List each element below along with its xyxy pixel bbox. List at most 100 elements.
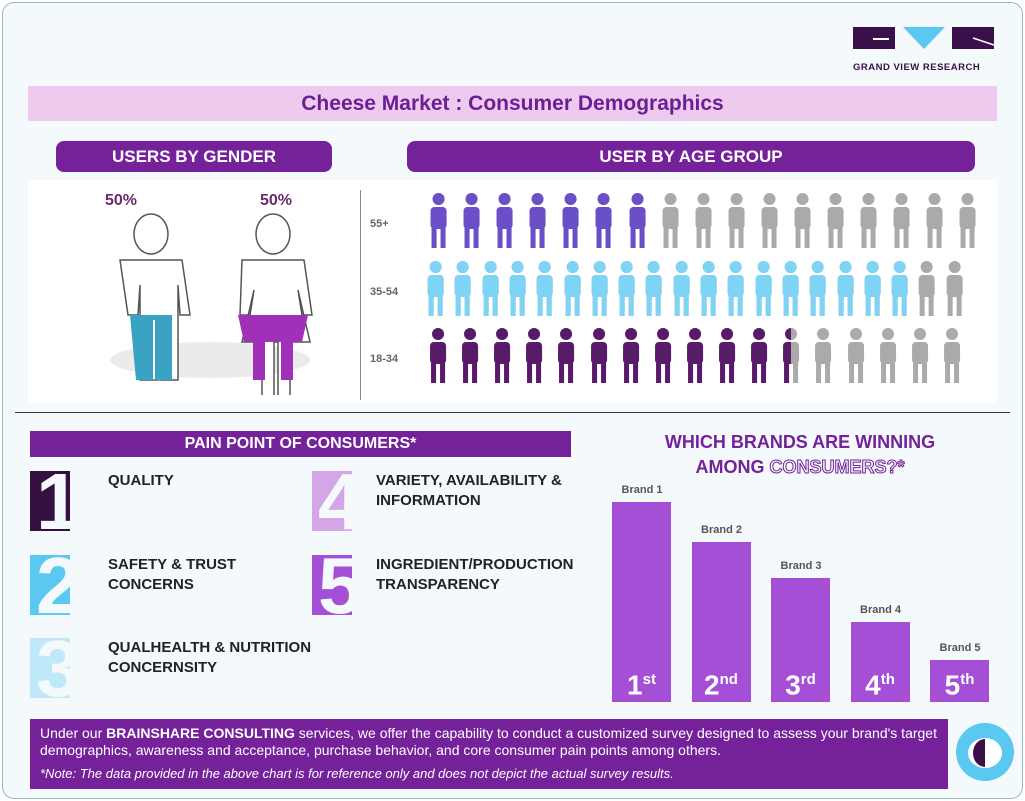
couple-icon [859, 258, 886, 318]
elderly-person-icon [422, 190, 455, 250]
rank-suffix: th [960, 671, 975, 688]
bar-label: Brand 2 [701, 524, 742, 536]
age-heading: USER BY AGE GROUP [407, 141, 975, 172]
bar-brand-5: 5th [930, 660, 989, 702]
pain-number-2: 2 [30, 555, 70, 615]
elderly-person-icon [786, 190, 819, 250]
walking-person-icon [518, 325, 550, 385]
pain-number-1: 1 [30, 471, 70, 531]
pain-number-3: 3 [30, 638, 70, 698]
walking-person-icon [615, 325, 647, 385]
panel-divider [360, 190, 361, 400]
rank-suffix: th [880, 671, 895, 688]
pain-number: 5 [318, 555, 352, 615]
couple-icon [531, 258, 558, 318]
elderly-person-icon [521, 190, 554, 250]
pain-number: 1 [36, 471, 70, 531]
couple-icon [559, 258, 586, 318]
walking-person-icon [583, 325, 615, 385]
pain-text: INGREDIENT/PRODUCTION TRANSPARENCY [376, 556, 574, 593]
pain-number: 4 [318, 471, 352, 531]
rank-suffix: nd [719, 671, 738, 688]
walking-person-icon [743, 325, 775, 385]
couple-icon [886, 258, 913, 318]
bar-brand-3: 3rd [771, 578, 830, 702]
walking-person-icon [936, 325, 968, 385]
male-figure-icon [119, 213, 191, 381]
rank-number: 5 [944, 669, 961, 701]
pain-text: QUALITY [108, 472, 174, 489]
walking-person-icon [775, 325, 807, 385]
elderly-person-icon [918, 190, 951, 250]
elderly-person-icon [687, 190, 720, 250]
gender-heading: USERS BY GENDER [56, 141, 332, 172]
couple-icon [777, 258, 804, 318]
elderly-person-icon [720, 190, 753, 250]
couple-icon [586, 258, 613, 318]
logo-mark-icon [853, 27, 995, 49]
brands-title: WHICH BRANDS ARE WINNING AMONG CONSUMERS… [620, 430, 980, 480]
pain-heading: PAIN POINT OF CONSUMERS* [30, 431, 571, 457]
walking-person-icon [647, 325, 679, 385]
gender-figures [110, 213, 313, 395]
couple-icon [422, 258, 449, 318]
elderly-person-icon [753, 190, 786, 250]
logo: GRAND VIEW RESEARCH [853, 27, 995, 73]
walking-person-icon [550, 325, 582, 385]
logo-text: GRAND VIEW RESEARCH [853, 62, 981, 73]
brands-title-line1: WHICH BRANDS ARE WINNING [664, 432, 936, 452]
brands-title-line2b: CONSUMERS?* [769, 457, 905, 478]
female-figure-icon [238, 213, 313, 395]
couple-icon [477, 258, 504, 318]
consulting-note: Under our BRAINSHARE CONSULTING services… [30, 719, 948, 789]
pain-text: SAFETY & TRUST CONCERNS [108, 556, 237, 593]
elderly-person-icon [554, 190, 587, 250]
bar-brand-4: 4th [850, 622, 910, 702]
brainshare-icon[interactable] [955, 722, 1015, 782]
couple-icon [722, 258, 749, 318]
walking-person-icon [807, 325, 839, 385]
couple-icon [695, 258, 722, 318]
walking-person-icon [711, 325, 743, 385]
pain-text: VARIETY, AVAILABILITY & INFORMATION [376, 472, 562, 509]
elderly-person-icon [852, 190, 885, 250]
note-post: services, we offer the capability to con… [40, 725, 937, 758]
elderly-person-icon [885, 190, 918, 250]
page-title: Cheese Market : Consumer Demographics [28, 86, 997, 121]
note-brand: BRAINSHARE CONSULTING [106, 725, 295, 741]
pain-number-4: 4 [312, 471, 352, 531]
elderly-person-icon [654, 190, 687, 250]
rank-suffix: st [642, 671, 656, 688]
couple-icon [804, 258, 831, 318]
couple-icon [668, 258, 695, 318]
walking-person-icon [486, 325, 518, 385]
bar-brand-2: 2nd [691, 542, 751, 702]
bar-label: Brand 1 [621, 484, 663, 496]
elderly-person-icon [587, 190, 620, 250]
couple-icon [913, 258, 940, 318]
bar-label: Brand 4 [860, 604, 901, 616]
walking-person-icon [422, 325, 454, 385]
rank-number: 4 [865, 669, 881, 701]
walking-person-icon [904, 325, 936, 385]
elderly-person-icon [951, 190, 984, 250]
walking-person-icon [454, 325, 486, 385]
rank-suffix: rd [800, 671, 816, 688]
rank-number: 3 [785, 669, 801, 701]
note-pre: Under our [40, 725, 107, 741]
bar-label: Brand 5 [939, 642, 981, 654]
bar-label: Brand 3 [780, 560, 822, 572]
elderly-person-icon [819, 190, 852, 250]
pain-text: QUALHEALTH & NUTRITION CONCERNSITY [108, 639, 312, 676]
age-label: 18-34 [370, 353, 399, 365]
walking-person-icon [679, 325, 711, 385]
brands-title-line2a: AMONG [695, 457, 770, 477]
age-label: 35-54 [370, 286, 399, 298]
pain-number: 2 [36, 555, 70, 615]
rank-number: 1 [627, 669, 643, 701]
couple-icon [750, 258, 777, 318]
couple-icon [640, 258, 667, 318]
male-pct: 50% [105, 192, 138, 209]
couple-icon [941, 258, 968, 318]
couple-icon [613, 258, 640, 318]
